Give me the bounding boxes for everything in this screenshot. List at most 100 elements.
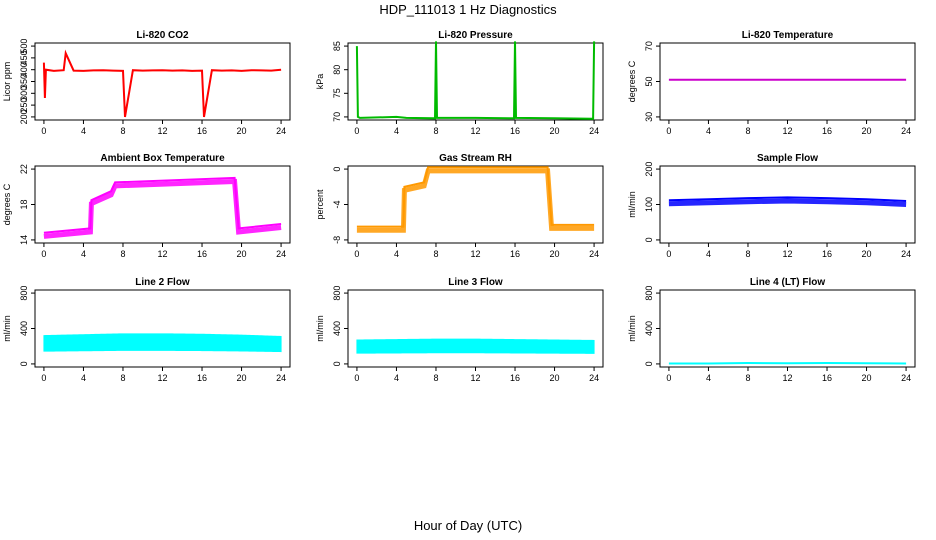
x-tick-label: 0: [354, 126, 359, 136]
panel-title: Line 2 Flow: [135, 277, 190, 288]
x-tick-label: 8: [120, 249, 125, 259]
x-tick-label: 24: [276, 126, 286, 136]
x-tick-label: 16: [822, 126, 832, 136]
x-tick-label: 12: [782, 373, 792, 383]
x-tick-label: 24: [589, 249, 599, 259]
y-tick-label: -8: [332, 236, 342, 244]
panel-title: Li-820 Pressure: [438, 30, 513, 41]
x-tick-label: 0: [41, 126, 46, 136]
plot-frame: [659, 42, 916, 121]
x-tick-label: 4: [81, 249, 86, 259]
x-tick-label: 16: [197, 373, 207, 383]
x-tick-label: 4: [394, 249, 399, 259]
x-tick-label: 8: [745, 373, 750, 383]
x-tick-label: 20: [237, 126, 247, 136]
y-tick-label: -4: [332, 200, 342, 208]
x-tick-label: 4: [81, 373, 86, 383]
y-tick-label: 200: [19, 109, 29, 124]
y-tick-label: 70: [644, 41, 654, 51]
y-axis-label: percent: [315, 189, 325, 220]
series-noise-band: [356, 168, 595, 233]
y-tick-label: 0: [332, 361, 342, 366]
x-tick-label: 20: [862, 249, 872, 259]
plot-frame: [34, 42, 291, 121]
x-tick-label: 12: [157, 249, 167, 259]
panel-title: Gas Stream RH: [439, 153, 512, 164]
x-tick-label: 8: [120, 373, 125, 383]
panel-5: Sample Flow ml/min 0 4 8 12 16 20 24 0 100 200: [627, 153, 916, 259]
panel-6: Line 2 Flow ml/min 0 4 8 12 16 20 24 0 400 800: [2, 277, 291, 383]
series-noise-band: [668, 198, 907, 207]
y-tick-label: 0: [19, 361, 29, 366]
x-tick-label: 8: [745, 126, 750, 136]
x-tick-label: 8: [433, 126, 438, 136]
x-tick-label: 16: [510, 373, 520, 383]
panel-1: Li-820 Pressure kPa 0 4 8 12 16 20 24 70 75 80 85: [315, 30, 604, 136]
series-line: [356, 166, 595, 228]
x-tick-label: 0: [666, 249, 671, 259]
y-axis-label: Licor ppm: [2, 62, 12, 102]
y-tick-label: 350: [19, 74, 29, 89]
x-tick-label: 16: [822, 373, 832, 383]
x-tick-label: 0: [666, 126, 671, 136]
x-tick-label: 12: [157, 373, 167, 383]
x-tick-label: 8: [120, 126, 125, 136]
x-tick-label: 16: [510, 249, 520, 259]
x-tick-label: 16: [822, 249, 832, 259]
y-axis-label: ml/min: [315, 315, 325, 342]
panel-title: Li-820 CO2: [136, 30, 189, 41]
y-axis-label: ml/min: [2, 315, 12, 342]
x-tick-label: 20: [237, 373, 247, 383]
x-tick-label: 12: [157, 126, 167, 136]
y-tick-label: 500: [19, 39, 29, 54]
x-tick-label: 8: [433, 373, 438, 383]
y-axis-label: degrees C: [2, 183, 12, 225]
plot-frame: [347, 289, 604, 368]
x-tick-label: 24: [589, 373, 599, 383]
y-tick-label: 50: [644, 76, 654, 86]
panel-title: Li-820 Temperature: [742, 30, 834, 41]
x-tick-label: 4: [706, 126, 711, 136]
series-line: [668, 196, 907, 202]
series-line: [668, 361, 907, 365]
y-axis-label: ml/min: [627, 191, 637, 218]
y-tick-label: 400: [644, 321, 654, 336]
x-tick-label: 24: [901, 249, 911, 259]
series-area: [356, 338, 595, 354]
panel-7: Line 3 Flow ml/min 0 4 8 12 16 20 24 0 400 800: [315, 277, 604, 383]
y-axis-label: kPa: [315, 74, 325, 90]
x-tick-label: 12: [782, 126, 792, 136]
x-tick-label: 0: [354, 249, 359, 259]
y-tick-label: 14: [19, 235, 29, 245]
panel-title: Sample Flow: [757, 153, 818, 164]
y-tick-label: 18: [19, 199, 29, 209]
x-tick-label: 0: [354, 373, 359, 383]
y-tick-label: 0: [644, 237, 654, 242]
y-tick-label: 0: [644, 361, 654, 366]
y-tick-label: 70: [332, 112, 342, 122]
x-tick-label: 0: [666, 373, 671, 383]
x-tick-label: 12: [470, 126, 480, 136]
x-tick-label: 4: [706, 249, 711, 259]
x-tick-label: 20: [550, 373, 560, 383]
x-tick-label: 4: [394, 126, 399, 136]
x-tick-label: 20: [237, 249, 247, 259]
y-tick-label: 800: [19, 286, 29, 301]
y-tick-label: 100: [644, 197, 654, 212]
figure-title: HDP_111013 1 Hz Diagnostics: [379, 2, 557, 17]
plot-frame: [347, 42, 604, 121]
panel-3: Ambient Box Temperature degrees C 0 4 8 12 16 2…: [2, 153, 291, 259]
x-tick-label: 20: [550, 126, 560, 136]
y-tick-label: 400: [332, 321, 342, 336]
x-axis-label: Hour of Day (UTC): [413, 518, 523, 533]
y-axis-label: ml/min: [627, 315, 637, 342]
x-tick-label: 24: [589, 126, 599, 136]
panel-8: Line 4 (LT) Flow ml/min 0 4 8 12 16 20 24 0 400 800: [627, 277, 916, 383]
x-tick-label: 20: [862, 373, 872, 383]
x-tick-label: 12: [782, 249, 792, 259]
panel-2: Li-820 Temperature degrees C 0 4 8 12 16 20 24 30…: [627, 30, 916, 136]
panel-title: Ambient Box Temperature: [100, 153, 225, 164]
x-tick-label: 24: [901, 373, 911, 383]
x-tick-label: 4: [394, 373, 399, 383]
y-tick-label: 75: [332, 88, 342, 98]
